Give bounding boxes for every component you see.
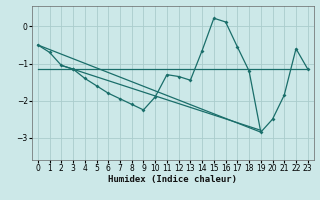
X-axis label: Humidex (Indice chaleur): Humidex (Indice chaleur) [108,175,237,184]
